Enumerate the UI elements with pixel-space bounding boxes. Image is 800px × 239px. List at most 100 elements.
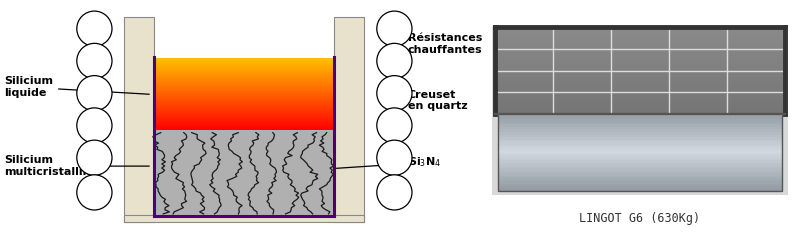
Ellipse shape [377,108,412,143]
Bar [498,114,782,191]
Bar [154,90,334,91]
Bar [154,122,334,123]
Bar [154,86,334,87]
Bar [495,49,785,51]
Bar [154,114,334,115]
Bar [495,75,785,77]
Bar [495,27,785,114]
Bar [154,129,334,130]
Bar [495,81,785,84]
Bar [154,59,334,216]
Bar [154,98,334,99]
Bar [154,96,334,98]
Ellipse shape [77,11,112,46]
Bar [154,110,334,111]
Bar [154,97,334,98]
Bar [495,71,785,73]
Bar [154,65,334,66]
Bar [495,44,785,47]
Bar [154,115,334,116]
Bar [498,129,782,132]
Bar [154,89,334,90]
Bar [154,113,334,114]
Bar [154,109,334,110]
Bar [154,101,334,102]
Bar [154,120,334,121]
Bar [498,166,782,168]
Bar [498,122,782,124]
Bar [154,84,334,86]
Bar [154,79,334,80]
Bar [495,27,785,29]
Bar [154,129,334,130]
Bar [154,111,334,112]
Bar [495,58,785,60]
Bar [495,99,785,101]
Bar [154,72,334,74]
Bar [154,91,334,92]
Bar [154,124,334,125]
Bar [154,102,334,103]
Bar [154,108,334,109]
Ellipse shape [77,76,112,111]
Bar [154,83,334,84]
Bar [498,181,782,184]
Bar [154,126,334,127]
Bar [154,107,334,108]
Bar [154,67,334,68]
Bar [154,93,334,94]
Bar [154,64,334,65]
Bar [334,17,364,222]
Bar [154,96,334,97]
Bar [154,127,334,129]
Bar [498,155,782,158]
Ellipse shape [377,140,412,175]
Bar [498,132,782,135]
Bar [154,66,334,67]
Ellipse shape [77,175,112,210]
Bar [495,97,785,99]
Bar [154,123,334,124]
Bar [154,119,334,120]
Bar [498,116,782,119]
Bar [495,68,785,71]
Bar [492,26,788,195]
Bar [154,71,334,72]
Bar [498,114,782,191]
Bar [154,81,334,82]
Bar [154,85,334,86]
Bar [154,118,334,119]
Bar [154,103,334,105]
Bar [498,173,782,176]
Text: Creuset
en quartz: Creuset en quartz [396,90,468,111]
Bar [154,106,334,107]
Bar [154,113,334,114]
Bar [495,92,785,94]
Bar [495,112,785,114]
Bar [498,163,782,166]
Bar [154,63,334,64]
Bar [154,65,334,66]
Bar [154,126,334,127]
Bar [495,86,785,88]
Bar [498,179,782,181]
Bar [154,128,334,129]
Bar [154,94,334,96]
Bar [154,101,334,102]
Bar [495,34,785,36]
Bar [154,84,334,85]
Bar [154,58,334,59]
Bar [154,59,334,60]
Bar [154,59,334,60]
Bar [154,121,334,122]
Ellipse shape [77,140,112,175]
Bar [154,117,334,118]
Bar [154,69,334,70]
Bar [154,71,334,72]
Bar [498,153,782,155]
Bar [498,137,782,140]
Ellipse shape [377,11,412,46]
Bar [154,60,334,61]
Bar [495,51,785,53]
Bar [154,70,334,71]
